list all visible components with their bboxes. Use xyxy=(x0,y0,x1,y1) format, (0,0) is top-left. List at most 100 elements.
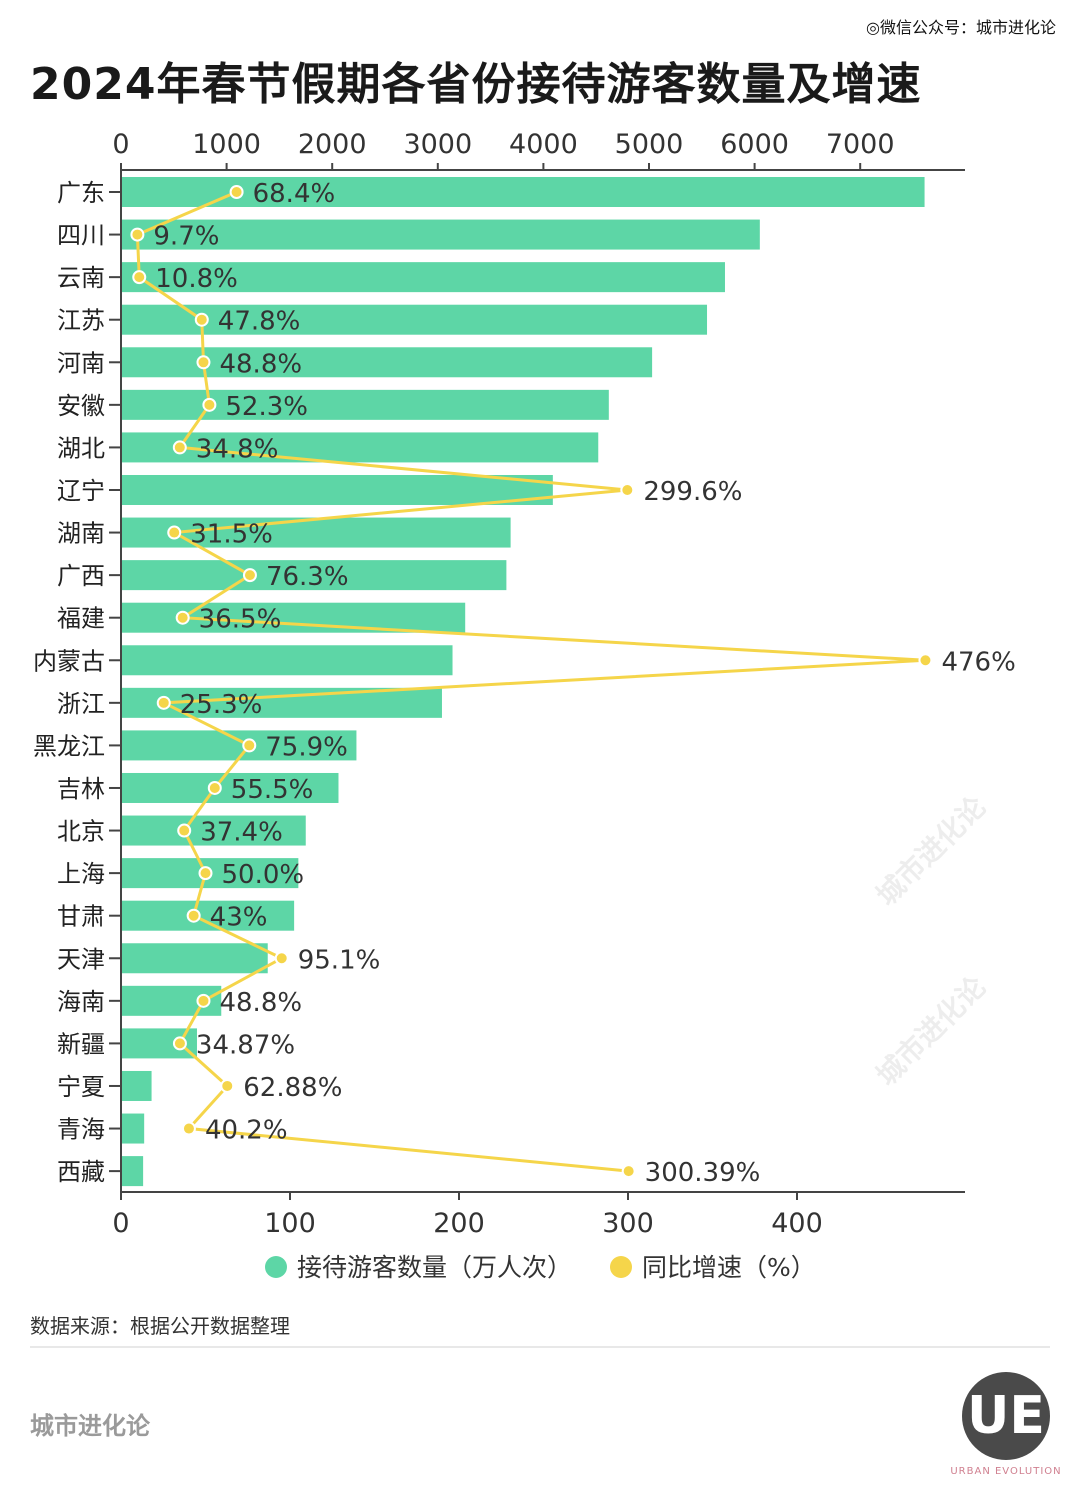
bar-青海 xyxy=(122,1113,145,1144)
bottom-axis-tick-label: 200 xyxy=(433,1208,485,1239)
bar-内蒙古 xyxy=(122,645,453,676)
growth-label: 62.88% xyxy=(243,1073,342,1103)
category-label: 四川 xyxy=(57,222,105,250)
category-label: 湖北 xyxy=(57,434,105,462)
brand-logo-subtitle: URBAN EVOLUTION xyxy=(950,1466,1062,1477)
growth-label: 76.3% xyxy=(266,562,349,592)
bar-宁夏 xyxy=(122,1070,152,1101)
top-axis-tick-label: 2000 xyxy=(298,129,367,160)
growth-label: 36.5% xyxy=(199,605,282,635)
chart-title: 2024年春节假期各省份接待游客数量及增速 xyxy=(30,59,922,110)
bar-天津 xyxy=(122,943,268,974)
category-label: 安徽 xyxy=(57,392,105,420)
bar-广东 xyxy=(122,177,925,207)
growth-label: 299.6% xyxy=(643,477,742,507)
top-axis-tick-label: 4000 xyxy=(509,129,578,160)
growth-point xyxy=(242,738,257,753)
brand-logo: UE xyxy=(962,1372,1050,1460)
bar-安徽 xyxy=(122,389,609,420)
growth-point xyxy=(156,695,171,710)
category-label: 宁夏 xyxy=(57,1073,105,1101)
growth-label: 10.8% xyxy=(155,264,238,294)
growth-label: 68.4% xyxy=(253,179,336,209)
category-label: 天津 xyxy=(57,945,105,973)
growth-point xyxy=(621,1164,636,1179)
growth-point xyxy=(132,270,147,285)
category-label: 西藏 xyxy=(57,1158,105,1186)
growth-line xyxy=(135,190,926,1173)
growth-point xyxy=(196,993,211,1008)
bar-福建 xyxy=(122,602,466,633)
growth-label: 31.5% xyxy=(190,520,273,550)
growth-point xyxy=(181,1121,196,1136)
growth-point xyxy=(220,1078,235,1093)
growth-point xyxy=(177,823,192,838)
category-label: 广西 xyxy=(57,562,105,590)
category-label: 吉林 xyxy=(57,775,105,803)
category-label: 新疆 xyxy=(57,1030,105,1058)
top-axis-tick-label: 3000 xyxy=(403,129,472,160)
category-label: 浙江 xyxy=(57,690,105,718)
growth-label: 50.0% xyxy=(222,860,305,890)
growth-label: 300.39% xyxy=(645,1158,761,1188)
category-label: 上海 xyxy=(57,860,105,888)
growth-point xyxy=(194,312,209,327)
growth-label: 47.8% xyxy=(218,307,301,337)
growth-point xyxy=(620,482,635,497)
growth-label: 55.5% xyxy=(231,775,314,805)
bar-黑龙江 xyxy=(122,730,357,761)
category-label: 湖南 xyxy=(57,520,105,548)
legend-label-growth: 同比增速（%） xyxy=(642,1253,816,1282)
category-label: 北京 xyxy=(57,818,105,846)
growth-label: 75.9% xyxy=(265,732,348,762)
divider xyxy=(30,1346,1050,1348)
growth-point xyxy=(172,1036,187,1051)
growth-point xyxy=(196,355,211,370)
growth-point xyxy=(175,610,190,625)
growth-label: 52.3% xyxy=(225,392,308,422)
growth-label: 37.4% xyxy=(200,818,283,848)
growth-label: 9.7% xyxy=(153,222,219,252)
growth-point xyxy=(274,951,289,966)
growth-point xyxy=(918,653,933,668)
growth-point xyxy=(172,440,187,455)
bar-云南 xyxy=(122,262,725,293)
legend-marker-growth xyxy=(610,1256,632,1278)
data-source: 数据来源：根据公开数据整理 xyxy=(30,1314,290,1338)
growth-point xyxy=(207,780,222,795)
bar-甘肃 xyxy=(122,900,295,931)
category-label: 内蒙古 xyxy=(33,647,105,675)
bar-四川 xyxy=(122,219,760,250)
category-label: 广东 xyxy=(57,179,105,207)
bottom-axis-tick-label: 300 xyxy=(602,1208,654,1239)
bottom-axis-tick-label: 100 xyxy=(264,1208,316,1239)
growth-label: 95.1% xyxy=(298,945,381,975)
top-axis-tick-label: 6000 xyxy=(720,129,789,160)
category-label: 海南 xyxy=(57,988,105,1016)
legend-label-visitors: 接待游客数量（万人次） xyxy=(297,1253,572,1282)
bottom-axis-tick-label: 0 xyxy=(112,1208,129,1239)
growth-label: 34.87% xyxy=(196,1030,295,1060)
category-label: 江苏 xyxy=(57,307,105,335)
bar-西藏 xyxy=(122,1156,144,1187)
bar-广西 xyxy=(122,560,507,591)
growth-label: 48.8% xyxy=(219,988,302,1018)
wechat-credit: ◎微信公众号：城市进化论 xyxy=(866,18,1056,37)
top-axis-tick-label: 0 xyxy=(112,129,129,160)
bar-辽宁 xyxy=(122,474,553,505)
category-label: 辽宁 xyxy=(57,477,105,505)
growth-label: 476% xyxy=(941,647,1015,677)
bar-北京 xyxy=(122,815,306,846)
top-axis-tick-label: 5000 xyxy=(615,129,684,160)
growth-label: 40.2% xyxy=(205,1116,288,1146)
bar-吉林 xyxy=(122,772,339,803)
top-axis-tick-label: 1000 xyxy=(192,129,261,160)
growth-point xyxy=(242,568,257,583)
growth-point xyxy=(202,397,217,412)
bar-湖北 xyxy=(122,432,599,463)
brand-name: 城市进化论 xyxy=(30,1412,150,1440)
bar-江苏 xyxy=(122,304,708,335)
growth-point xyxy=(186,908,201,923)
growth-label: 34.8% xyxy=(196,434,279,464)
top-axis-tick-label: 7000 xyxy=(826,129,895,160)
